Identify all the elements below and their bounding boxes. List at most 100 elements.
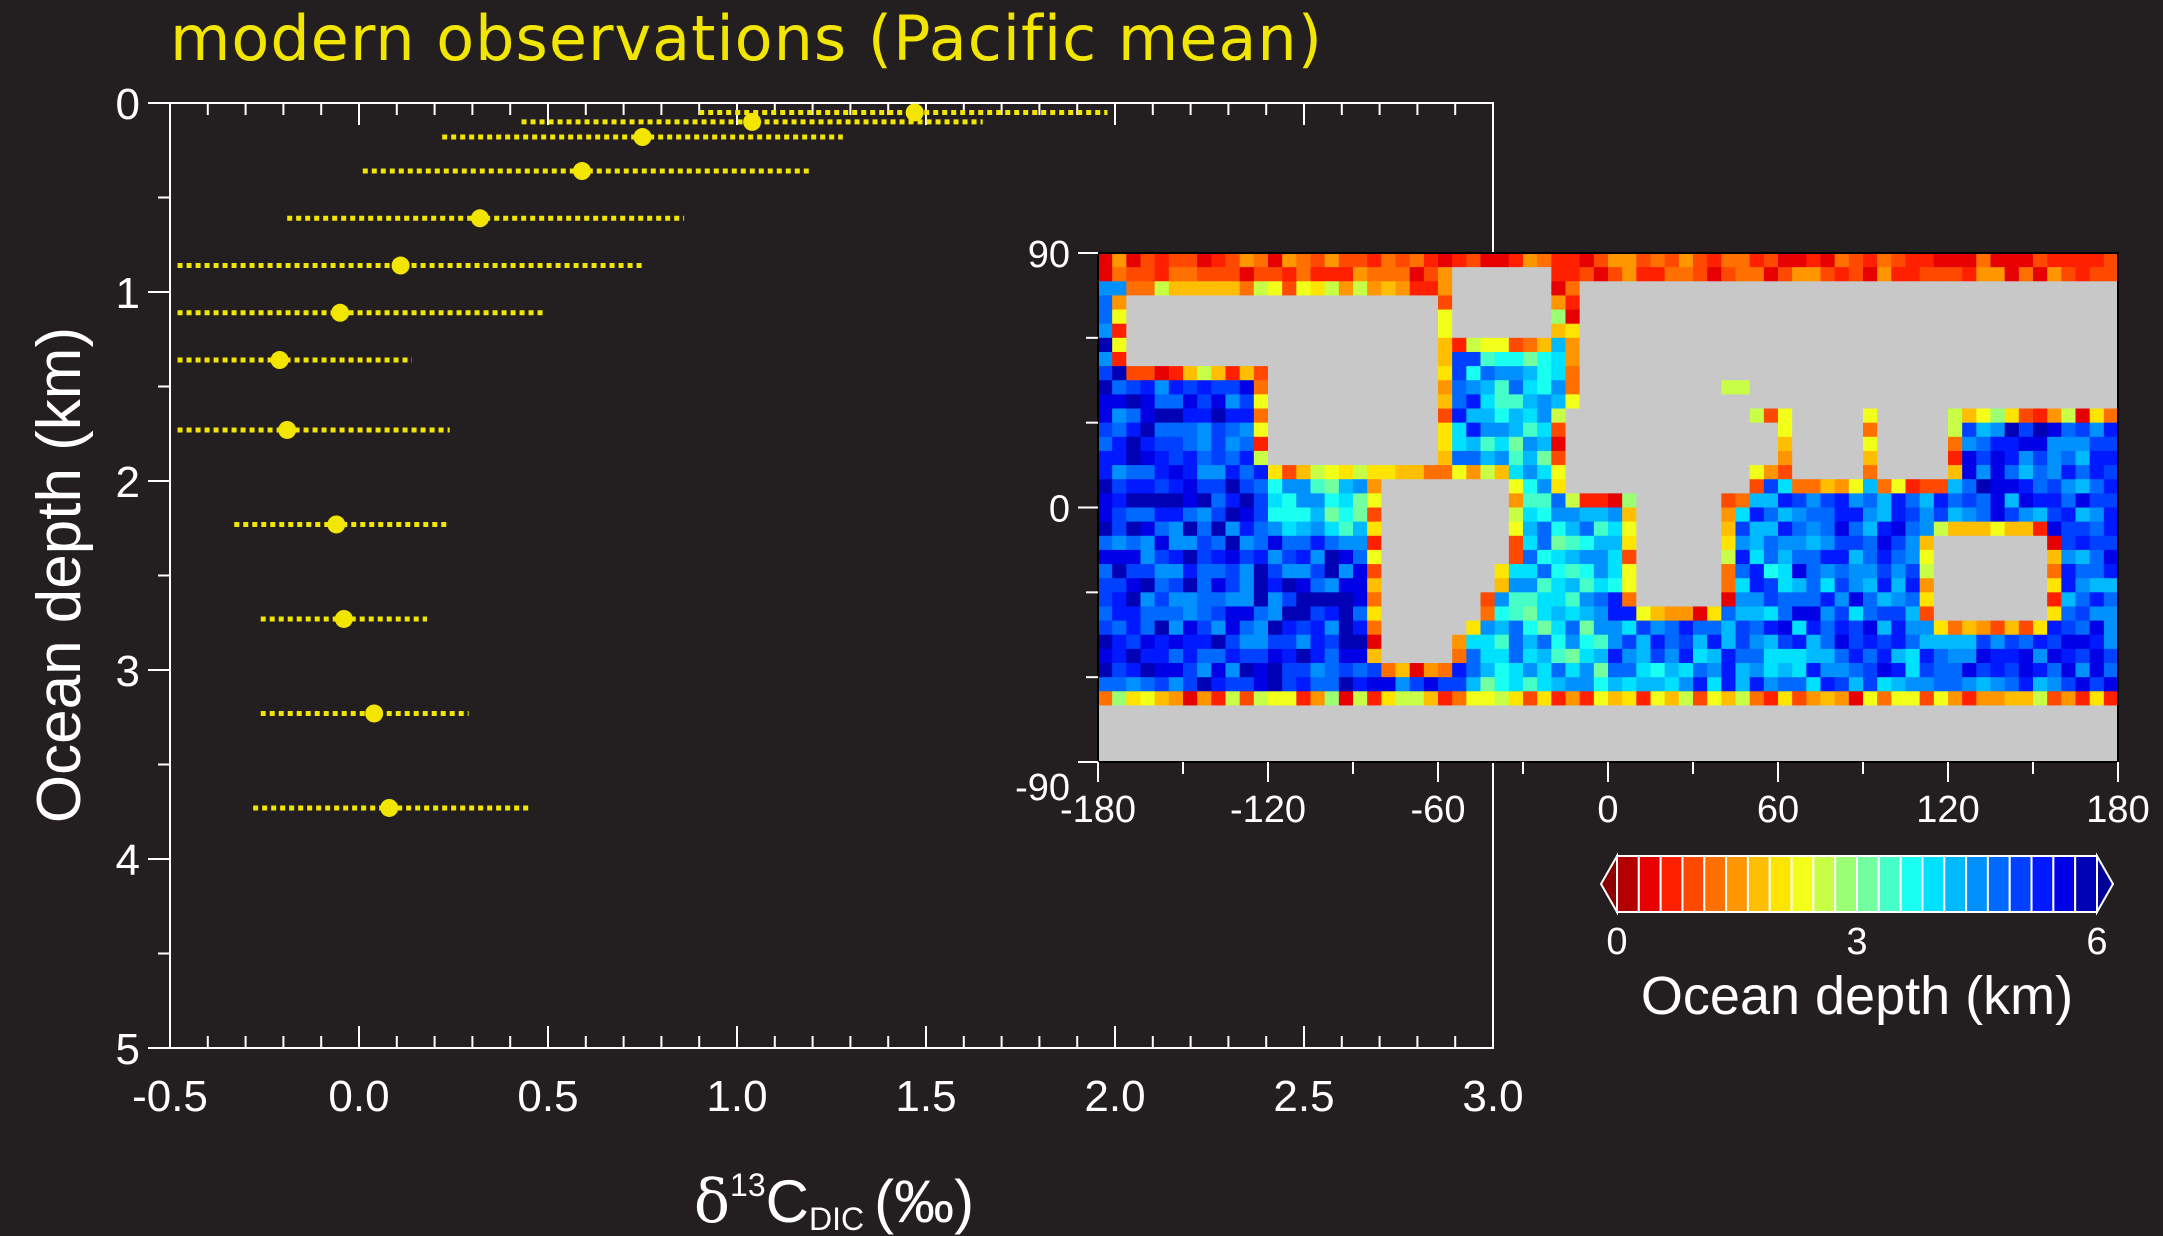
map-cell bbox=[1806, 564, 1822, 579]
map-cell bbox=[1693, 507, 1708, 523]
map-cell bbox=[1948, 450, 1963, 466]
map-cell bbox=[1877, 507, 1892, 523]
map-cell bbox=[1338, 380, 1354, 395]
map-cell bbox=[1338, 521, 1354, 537]
map-cell bbox=[1735, 521, 1751, 537]
map-cell bbox=[1919, 691, 1935, 707]
map-cell bbox=[2033, 691, 2048, 707]
map-cell bbox=[1693, 733, 1708, 749]
map-cell bbox=[1721, 719, 1737, 735]
map-cell bbox=[1480, 493, 1496, 509]
map-cell bbox=[1593, 691, 1609, 707]
map-cell bbox=[1423, 323, 1439, 339]
map-cell bbox=[1848, 606, 1864, 622]
map-cell bbox=[1735, 281, 1751, 297]
map-cell bbox=[1154, 564, 1170, 579]
map-cell bbox=[1593, 479, 1609, 494]
map-cell bbox=[1990, 465, 2006, 480]
map-cell bbox=[1806, 691, 1822, 707]
map-cell bbox=[1778, 592, 1793, 608]
map-cell bbox=[2075, 733, 2091, 749]
map-cell bbox=[1353, 705, 1368, 721]
map-cell bbox=[1664, 323, 1680, 339]
map-cell bbox=[1183, 479, 1198, 494]
map-cell bbox=[1664, 719, 1680, 735]
colorbar-swatch bbox=[1746, 855, 1771, 913]
map-cell bbox=[1891, 309, 1907, 325]
map-cell bbox=[1423, 337, 1439, 353]
map-cell bbox=[1905, 578, 1921, 593]
map-cell bbox=[1820, 535, 1836, 551]
map-cell bbox=[1296, 648, 1312, 664]
map-cell bbox=[1933, 351, 1949, 367]
map-cell bbox=[1735, 408, 1751, 424]
map-cell bbox=[1423, 564, 1439, 579]
map-cell bbox=[1494, 366, 1510, 381]
map-cell bbox=[1735, 309, 1751, 325]
map-cell bbox=[1848, 394, 1864, 410]
map-cell bbox=[1551, 323, 1567, 339]
map-cell bbox=[1395, 366, 1411, 381]
map-cell bbox=[2018, 465, 2034, 480]
map-cell bbox=[1848, 309, 1864, 325]
map-cell bbox=[1976, 663, 1992, 678]
map-cell bbox=[1792, 267, 1807, 282]
map-cell bbox=[1452, 507, 1467, 523]
map-cell bbox=[1990, 479, 2006, 494]
map-cell bbox=[1239, 436, 1255, 452]
map-cell bbox=[1438, 691, 1453, 707]
colorbar-swatch bbox=[1986, 855, 2011, 913]
map-cell bbox=[1381, 295, 1397, 311]
map-cell bbox=[1693, 663, 1708, 678]
map-cell bbox=[1905, 323, 1921, 339]
map-cell bbox=[1948, 267, 1963, 282]
map-cell bbox=[1211, 436, 1227, 452]
map-cell bbox=[1763, 606, 1779, 622]
map-cell bbox=[1239, 309, 1255, 325]
map-cell bbox=[1367, 535, 1382, 551]
map-cell bbox=[1324, 705, 1340, 721]
map-cell bbox=[1154, 493, 1170, 509]
map-cell bbox=[1976, 606, 1992, 622]
map-cell bbox=[1438, 564, 1453, 579]
map-cell bbox=[2047, 691, 2062, 707]
map-cell bbox=[1551, 281, 1567, 297]
map-cell bbox=[1452, 719, 1467, 735]
map-cell bbox=[2033, 422, 2048, 438]
map-cell bbox=[1508, 663, 1524, 678]
map-cell bbox=[1367, 422, 1382, 438]
map-cell bbox=[1948, 705, 1963, 721]
map-cell bbox=[1763, 465, 1779, 480]
map-cell bbox=[1820, 578, 1836, 593]
map-cell bbox=[1962, 465, 1977, 480]
map-cell bbox=[1523, 465, 1538, 480]
map-cell bbox=[1395, 295, 1411, 311]
map-cell bbox=[1721, 408, 1737, 424]
map-cell bbox=[1395, 733, 1411, 749]
map-cell bbox=[1508, 634, 1524, 650]
map-cell bbox=[2103, 394, 2119, 410]
map-cell bbox=[1792, 719, 1807, 735]
map-cell bbox=[1806, 351, 1822, 367]
map-cell bbox=[1905, 281, 1921, 297]
map-cell bbox=[1905, 465, 1921, 480]
map-cell bbox=[1494, 479, 1510, 494]
map-cell bbox=[1183, 578, 1198, 593]
map-cell bbox=[1735, 436, 1751, 452]
map-cell bbox=[1891, 493, 1907, 509]
map-cell bbox=[1664, 606, 1680, 622]
map-cell bbox=[2033, 323, 2048, 339]
map-cell bbox=[1126, 663, 1142, 678]
map-cell bbox=[1763, 351, 1779, 367]
map-cell bbox=[1636, 479, 1652, 494]
map-cell bbox=[1183, 592, 1198, 608]
map-cell bbox=[1707, 564, 1722, 579]
map-cell bbox=[1494, 465, 1510, 480]
map-cell bbox=[1253, 733, 1269, 749]
map-cell bbox=[1508, 521, 1524, 537]
map-cell bbox=[1593, 366, 1609, 381]
map-cell bbox=[1763, 549, 1779, 565]
map-cell bbox=[1551, 648, 1567, 664]
map-cell bbox=[1310, 493, 1326, 509]
